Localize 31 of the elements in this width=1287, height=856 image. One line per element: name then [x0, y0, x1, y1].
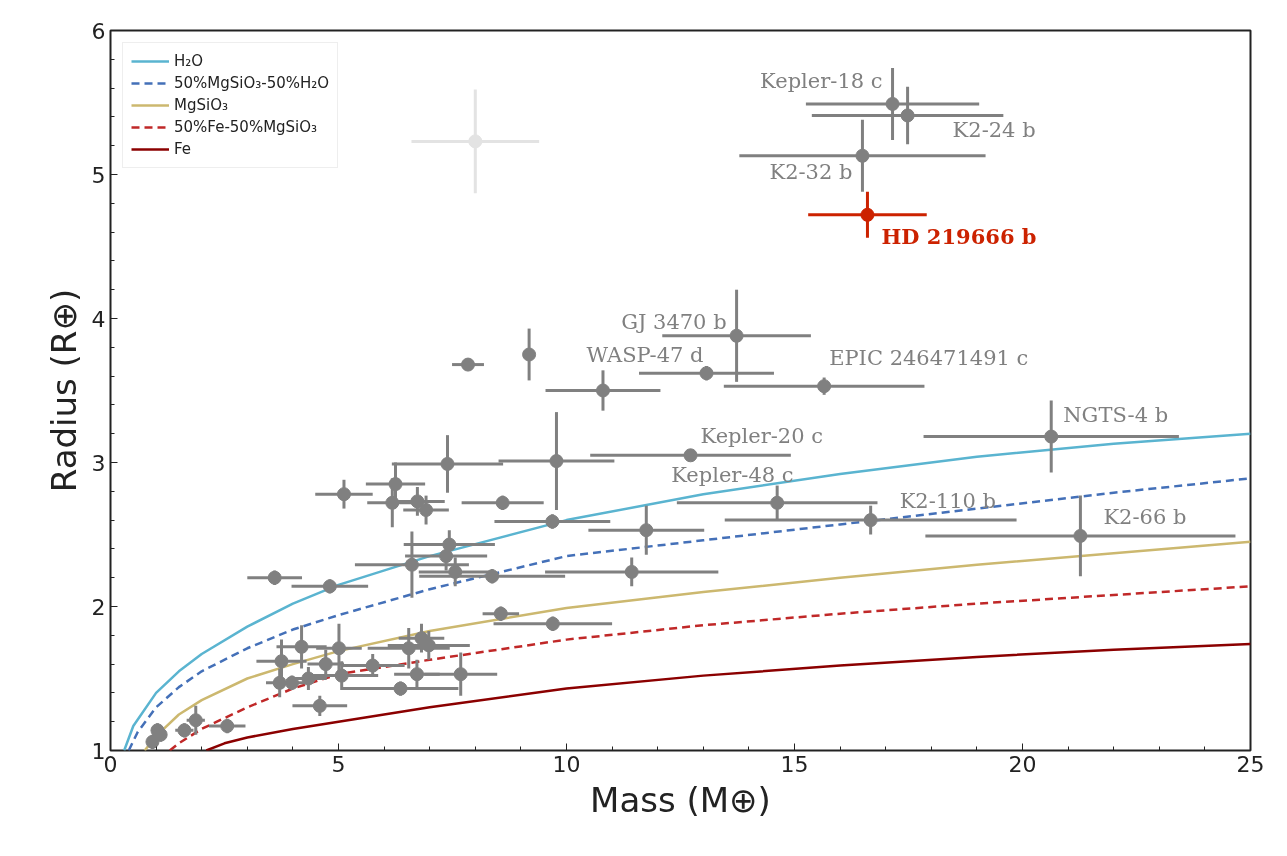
annotation: Kepler-18 c — [760, 68, 883, 93]
y-tick-label: 1 — [91, 738, 106, 764]
annotation: K2-24 b — [952, 118, 1036, 143]
annotation: EPIC 246471491 c — [829, 346, 1029, 371]
y-tick-label: 5 — [91, 162, 106, 188]
legend-label: MgSiO₃ — [174, 96, 228, 114]
x-tick-label: 20 — [1008, 751, 1037, 777]
annotation: K2-66 b — [1103, 504, 1187, 529]
y-tick-label: 3 — [91, 450, 106, 476]
annotation: GJ 3470 b — [621, 309, 727, 334]
y-tick-label: 2 — [91, 594, 106, 620]
legend-label: 50%MgSiO₃-50%H₂O — [174, 74, 330, 92]
annotation: K2-110 b — [899, 489, 997, 514]
x-tick-label: 0 — [103, 751, 118, 777]
y-axis-title: Radius (R⊕) — [43, 288, 84, 493]
y-tick-label: 4 — [91, 306, 106, 332]
y-tick-label: 6 — [91, 18, 106, 44]
x-tick-label: 10 — [552, 751, 581, 777]
legend-label: H₂O — [174, 52, 204, 70]
annotation: NGTS-4 b — [1063, 402, 1169, 427]
annotation: Kepler-48 c — [671, 462, 794, 487]
legend-label: Fe — [174, 140, 193, 158]
x-tick-label: 5 — [331, 751, 346, 777]
x-tick-label: 25 — [1236, 751, 1265, 777]
annotation: Kepler-20 c — [700, 424, 823, 449]
x-tick-label: 15 — [780, 751, 809, 777]
x-axis-title: Mass (M⊕) — [590, 779, 771, 820]
annotation: K2-32 b — [769, 159, 853, 184]
annotation: HD 219666 b — [881, 224, 1037, 250]
legend-label: 50%Fe-50%MgSiO₃ — [174, 118, 318, 136]
annotation: WASP-47 d — [586, 343, 704, 368]
